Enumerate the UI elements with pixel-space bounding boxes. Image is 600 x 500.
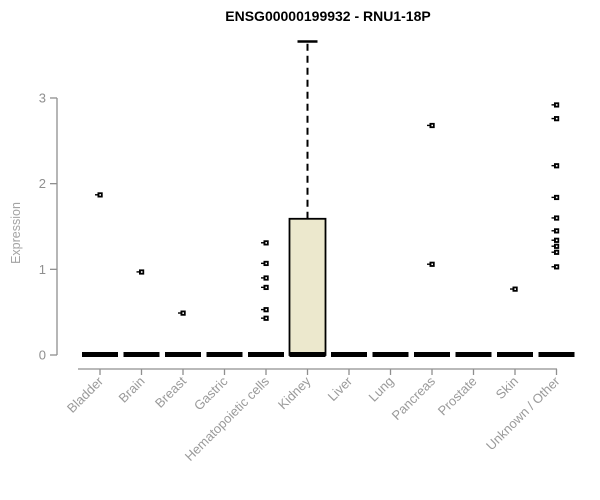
outlier-point-center	[555, 239, 558, 242]
outlier-point-center	[555, 266, 558, 268]
y-tick-label: 3	[39, 90, 46, 105]
median-bar	[372, 352, 409, 357]
x-category-label: Liver	[325, 373, 356, 404]
outlier-point-center	[265, 286, 267, 289]
x-category-label: Lung	[366, 374, 397, 405]
x-category-label: Unknown / Other	[483, 373, 563, 453]
x-category-label: Brain	[116, 374, 148, 406]
outlier-point-center	[514, 288, 516, 290]
median-bar	[165, 352, 201, 357]
outlier-point-center	[555, 104, 558, 106]
chart-title: ENSG00000199932 - RNU1-18P	[225, 8, 431, 24]
y-tick-label: 1	[39, 262, 46, 277]
outlier-point-center	[265, 277, 267, 279]
x-category-label: Pancreas	[389, 373, 439, 423]
outlier-point-center	[431, 263, 433, 266]
median-bar	[497, 352, 533, 357]
x-category-label: Skin	[493, 374, 521, 402]
median-bar	[289, 352, 326, 357]
outlier-point-center	[555, 164, 558, 167]
y-tick-label: 0	[39, 348, 46, 363]
median-bar	[538, 352, 575, 357]
median-bar	[206, 352, 243, 357]
outlier-point-center	[431, 124, 433, 127]
outlier-point-center	[99, 194, 101, 196]
outlier-point-center	[182, 312, 184, 314]
outlier-point-center	[140, 271, 143, 273]
median-bar	[123, 352, 160, 357]
outlier-point-center	[555, 117, 558, 120]
outlier-point-center	[265, 317, 267, 320]
outlier-point-center	[555, 230, 558, 232]
outlier-point-center	[555, 196, 558, 199]
x-category-label: Gastric	[191, 373, 231, 413]
outlier-point-center	[265, 308, 267, 311]
y-tick-label: 2	[39, 176, 46, 191]
outlier-point-center	[555, 245, 558, 248]
median-bar	[414, 352, 450, 357]
median-bar	[331, 352, 367, 357]
x-category-label: Prostate	[435, 374, 480, 419]
outlier-point-center	[555, 251, 558, 254]
outlier-point-center	[555, 217, 558, 219]
median-bar	[248, 352, 284, 357]
outlier-point-center	[265, 262, 267, 265]
outlier-point-center	[265, 242, 267, 244]
x-category-label: Breast	[152, 373, 189, 410]
box-kidney	[288, 217, 327, 356]
median-bar	[82, 352, 118, 357]
median-bar	[455, 352, 492, 357]
x-category-label: Bladder	[64, 373, 107, 416]
x-category-label: Kidney	[275, 373, 314, 412]
